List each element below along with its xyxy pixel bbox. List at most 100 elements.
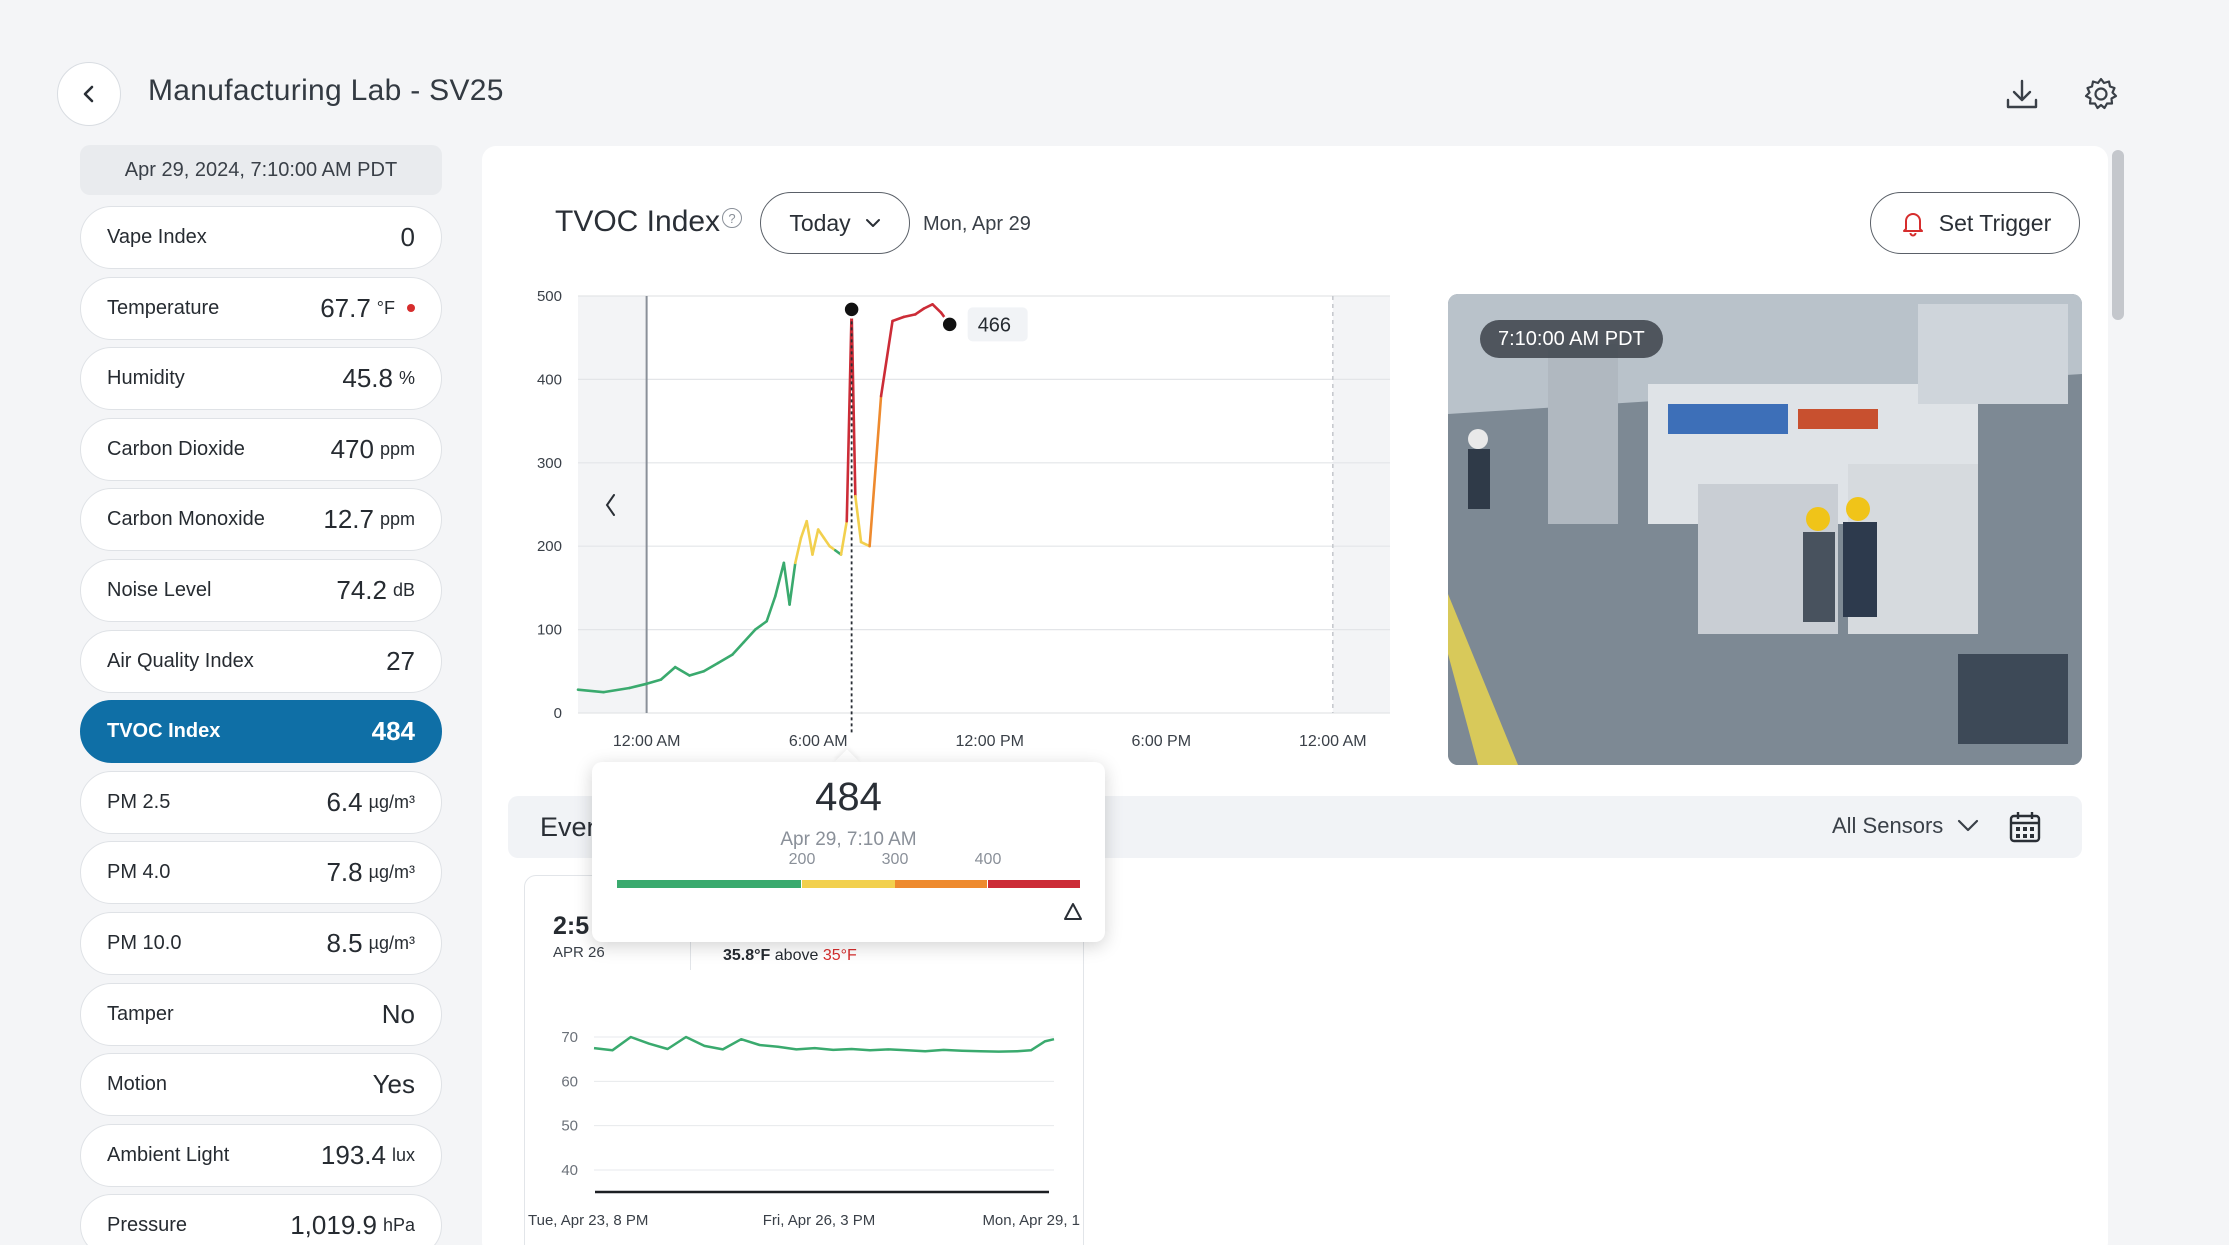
- chevron-down-icon: [865, 219, 880, 227]
- series-segment: [868, 394, 883, 548]
- sensor-list: Vape Index 0 Temperature 67.7 °F Humidity 45.8…: [80, 206, 442, 1245]
- series-segment: [879, 319, 894, 398]
- page-title: Manufacturing Lab - SV25: [148, 74, 504, 107]
- sidebar-item-unit: dB: [392, 579, 415, 600]
- series-segment: [782, 561, 791, 606]
- sidebar-item-humidity[interactable]: Humidity 45.8%: [80, 347, 442, 411]
- sidebar-item-carbon-dioxide[interactable]: Carbon Dioxide 470 ppm: [80, 417, 442, 481]
- series-segment: [902, 313, 917, 319]
- sidebar-item-motion[interactable]: Motion Yes: [80, 1053, 442, 1117]
- sidebar-item-noise-level[interactable]: Noise Level 74.2 dB: [80, 558, 442, 622]
- sidebar-item-air-quality-index[interactable]: Air Quality Index 27: [80, 629, 442, 693]
- x-tick-label: Fri, Apr 26, 3 PM: [763, 1212, 876, 1229]
- night-shade-left: [578, 296, 647, 713]
- date-label: Mon, Apr 29: [923, 213, 1031, 235]
- sidebar-item-pm-4-0[interactable]: PM 4.0 7.8 µg/m³: [80, 841, 442, 905]
- sidebar-item-temperature[interactable]: Temperature 67.7 °F: [80, 276, 442, 340]
- y-tick-label: 60: [561, 1073, 578, 1090]
- series-segment: [673, 665, 691, 677]
- sidebar-item-unit: ppm: [379, 509, 415, 530]
- sidebar-item-label: Motion: [107, 1073, 168, 1096]
- sensor-filter-dropdown[interactable]: All Sensors: [1832, 813, 1979, 839]
- y-tick-label: 400: [537, 371, 562, 388]
- sidebar-item-ambient-light[interactable]: Ambient Light 193.4 lux: [80, 1123, 442, 1187]
- y-tick-label: 100: [537, 622, 562, 639]
- download-button[interactable]: [2002, 74, 2042, 114]
- sidebar-item-vape-index[interactable]: Vape Index 0: [80, 206, 442, 269]
- sidebar-item-value: Yes: [372, 1069, 415, 1100]
- sidebar-item-carbon-monoxide[interactable]: Carbon Monoxide 12.7 ppm: [80, 488, 442, 552]
- chevron-left-icon[interactable]: [605, 494, 615, 516]
- camera-snapshot[interactable]: [1448, 294, 2082, 765]
- event-divider: [690, 940, 691, 970]
- bell-icon: [1902, 213, 1923, 237]
- y-tick-label: 200: [537, 538, 562, 555]
- series-segment: [811, 528, 820, 556]
- settings-button[interactable]: [2081, 74, 2121, 114]
- series-segment: [602, 686, 631, 694]
- y-tick-label: 0: [554, 705, 562, 722]
- series-segment: [765, 594, 777, 623]
- event-date: APR 26: [553, 944, 605, 961]
- sidebar-item-label: PM 10.0: [107, 931, 182, 954]
- sidebar-item-label: Ambient Light: [107, 1143, 230, 1166]
- latest-value-badge: [967, 307, 1028, 342]
- event-above-text: above: [774, 947, 819, 964]
- sidebar-item-label: Carbon Dioxide: [107, 437, 245, 460]
- event-chart[interactable]: 40 50 60 70 Tue, Apr 23, 8 PM Fri, Apr 26, 3 …: [524, 1010, 1084, 1245]
- level-marker-icon: [1064, 903, 1082, 920]
- series-segment: [753, 619, 769, 631]
- series-segment: [716, 653, 734, 665]
- scrollbar[interactable]: [2112, 150, 2124, 320]
- series-segment: [576, 688, 606, 694]
- tvoc-chart[interactable]: 0 100 200 300 400 500 12:00 AM 6:00 AM 12:00 PM 6…: [520, 280, 1400, 760]
- scale-tick-label: 400: [975, 851, 1002, 868]
- series-segment: [816, 528, 826, 540]
- download-icon: [2006, 79, 2038, 109]
- set-trigger-button[interactable]: Set Trigger: [1870, 192, 2080, 254]
- tooltip-scale: 200 300 400: [617, 851, 1082, 920]
- calendar-icon[interactable]: [2008, 810, 2042, 844]
- sidebar-item-value: 7.8: [326, 857, 363, 888]
- y-tick-label: 70: [561, 1029, 578, 1046]
- sidebar-item-unit: °F: [376, 297, 395, 318]
- sidebar-item-pm-2-5[interactable]: PM 2.5 6.4 µg/m³: [80, 770, 442, 834]
- chevron-down-icon: [1958, 819, 1979, 832]
- sidebar-item-pm-10-0[interactable]: PM 10.0 8.5 µg/m³: [80, 911, 442, 975]
- night-shade-right: [1332, 296, 1390, 713]
- back-button[interactable]: [57, 62, 121, 126]
- series-segment: [702, 661, 720, 673]
- series-line: [593, 1035, 1055, 1053]
- scale-tick-label: 200: [789, 851, 816, 868]
- sidebar-item-unit: µg/m³: [368, 862, 415, 883]
- help-icon[interactable]: ?: [722, 208, 742, 228]
- y-tick-label: 500: [537, 288, 562, 305]
- series-segment: [854, 494, 863, 544]
- series-segment: [645, 678, 663, 686]
- sidebar-item-value: 1,019.9: [290, 1210, 377, 1241]
- sidebar-item-label: Air Quality Index: [107, 649, 254, 672]
- event-value: 35.8°F: [723, 947, 771, 964]
- series-segment: [859, 540, 871, 548]
- sidebar-item-value: 67.7: [320, 292, 371, 323]
- series-segment: [788, 561, 797, 606]
- set-trigger-label: Set Trigger: [1938, 209, 2052, 236]
- sidebar-item-tvoc-index[interactable]: TVOC Index 484: [80, 700, 442, 764]
- y-tick-label: 40: [561, 1162, 578, 1179]
- series-segment: [822, 536, 831, 548]
- series-segment: [922, 303, 934, 310]
- series-segment: [799, 519, 809, 540]
- sidebar-item-unit: ppm: [379, 438, 415, 459]
- sidebar-item-label: Pressure: [107, 1214, 188, 1237]
- series-segment: [688, 669, 706, 677]
- tooltip-value: 484: [815, 775, 882, 819]
- y-tick-label: 50: [561, 1118, 578, 1135]
- sidebar-item-tamper[interactable]: Tamper No: [80, 982, 442, 1046]
- sidebar-item-value: 74.2: [336, 574, 387, 605]
- sidebar-item-value: 484: [371, 716, 415, 747]
- sidebar-item-label: Humidity: [107, 367, 185, 390]
- series-segment: [891, 315, 906, 323]
- sidebar-item-unit: hPa: [382, 1215, 415, 1236]
- sidebar-item-pressure[interactable]: Pressure 1,019.9 hPa: [80, 1194, 442, 1245]
- range-dropdown[interactable]: Today: [760, 192, 910, 254]
